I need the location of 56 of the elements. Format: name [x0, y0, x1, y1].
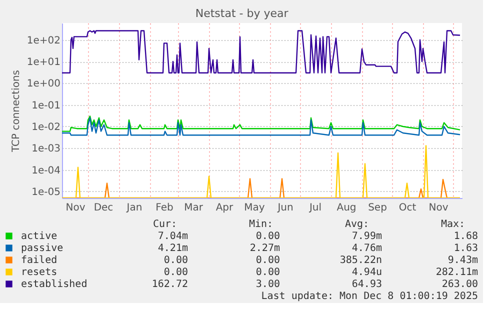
x-tick-label: Aug: [336, 202, 356, 214]
text: 0.00: [256, 267, 280, 278]
x-tick-label: Apr: [216, 202, 234, 214]
text: 4.94u: [352, 267, 382, 278]
text: 9.43m: [448, 255, 478, 266]
y-tick-label: 1e+02: [26, 35, 60, 46]
x-tick-label: Feb: [156, 202, 174, 214]
text: Min:: [248, 219, 274, 230]
x-tick-label: Jun: [276, 202, 294, 214]
x-tick-label: Dec: [94, 202, 114, 214]
text: 7.99m: [352, 231, 382, 242]
text: 3.00: [256, 279, 280, 290]
y-tick-label: 1e-03: [32, 144, 60, 155]
text: 263.00: [442, 279, 478, 290]
line-series: [62, 30, 461, 74]
text: 1.63: [454, 243, 478, 254]
legend-label: failed: [21, 255, 58, 266]
y-tick-label: 1e-02: [32, 122, 60, 133]
x-tick-label: Oct: [398, 202, 416, 214]
x-tick-label: Nov: [66, 202, 86, 214]
chart-title: Netstat - by year: [195, 7, 289, 20]
text: 0.00: [164, 267, 188, 278]
line-series: [62, 116, 461, 132]
text: 7.04m: [158, 231, 188, 242]
x-tick-label: Sep: [368, 202, 387, 214]
text: Cur:: [152, 219, 178, 230]
legend-label: resets: [21, 267, 58, 278]
y-axis-title: TCP connections: [10, 70, 22, 154]
x-tick-label: Jul: [308, 202, 322, 214]
text: 282.11m: [436, 267, 478, 278]
text: Avg:: [344, 219, 370, 230]
x-tick-label: Jan: [126, 202, 142, 214]
legend-label: passive: [21, 243, 64, 254]
text: 0.00: [256, 255, 280, 266]
x-tick-label: Nov: [428, 202, 448, 214]
text: 2.27m: [250, 243, 280, 254]
legend-label: established: [21, 279, 88, 290]
text: 0.00: [164, 255, 188, 266]
y-tick-label: 1e+01: [26, 57, 60, 68]
text: 4.76m: [352, 243, 382, 254]
y-tick-label: 1e-04: [32, 165, 60, 176]
text: 0.00: [256, 231, 280, 242]
text: 4.21m: [158, 243, 188, 254]
y-tick-label: 1e+00: [26, 78, 60, 90]
x-tick-label: May: [244, 202, 265, 214]
legend-label: active: [21, 231, 58, 242]
text: 385.22n: [340, 255, 382, 266]
text: Last update: Mon Dec 8 01:00:19 2025: [261, 291, 478, 302]
x-tick-label: Mar: [184, 202, 204, 214]
text: 162.72: [152, 279, 188, 290]
y-tick-label: 1e-05: [32, 186, 60, 198]
text: 64.93: [352, 279, 382, 290]
text: Max:: [440, 219, 466, 230]
line-series: [62, 117, 461, 136]
text: 1.68: [454, 231, 478, 242]
y-tick-label: 1e-01: [32, 100, 60, 112]
